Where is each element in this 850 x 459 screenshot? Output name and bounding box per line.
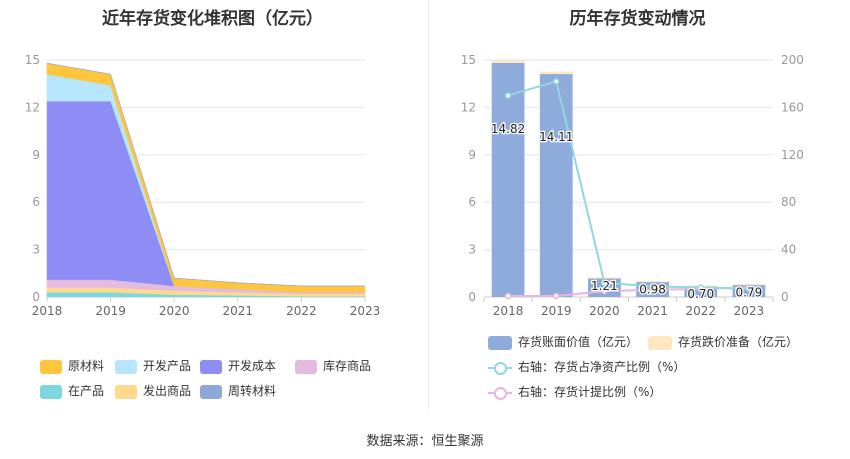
inventory-ratio-point [553, 78, 560, 85]
right-chart-title: 历年存货变动情况 [569, 9, 706, 29]
y-tick-label: 6 [32, 195, 40, 209]
legend-item[interactable]: 开发成本 [200, 358, 276, 374]
area-开发成本 [46, 100, 365, 293]
legend-item[interactable]: 库存商品 [295, 358, 371, 374]
legend-item[interactable]: 在产品 [40, 383, 104, 399]
bar-value-label: 14.11 [539, 130, 573, 144]
bar-value-label: 14.82 [491, 122, 525, 136]
legend-label: 右轴：存货计提比例（%） [518, 385, 662, 399]
bar-reserve [491, 60, 525, 63]
legend-label: 右轴：存货占净资产比例（%） [518, 360, 686, 374]
inventory-ratio-point [601, 279, 608, 287]
legend-swatch [200, 384, 222, 399]
y-tick-label: 15 [461, 53, 476, 67]
x-tick-label: 2022 [286, 304, 317, 318]
bar-reserve [588, 277, 621, 279]
y-tick-label: 3 [32, 243, 40, 257]
legend-swatch [488, 361, 512, 375]
legend-label: 周转材料 [228, 384, 277, 398]
legend-item[interactable]: 发出商品 [115, 383, 191, 399]
bar-reserve [636, 281, 669, 283]
legend-label: 在产品 [68, 384, 105, 398]
provision-ratio-point [601, 287, 608, 295]
y2-tick-label: 120 [781, 148, 804, 162]
legend-swatch [40, 359, 62, 374]
left-chart-title: 近年存货变化堆积图（亿元） [102, 9, 323, 29]
legend-swatch [488, 335, 512, 350]
legend-item[interactable]: 右轴：存货占净资产比例（%） [488, 359, 685, 375]
x-tick-label: 2020 [589, 304, 620, 318]
legend-item[interactable]: 右轴：存货计提比例（%） [488, 384, 661, 400]
legend-swatch [115, 359, 137, 374]
provision-ratio-point [553, 292, 560, 300]
legend-label: 发出商品 [143, 384, 192, 398]
inventory-ratio-point [745, 285, 753, 292]
y2-tick-label: 160 [781, 100, 804, 114]
y2-tick-label: 0 [781, 290, 789, 304]
legend-label: 开发产品 [143, 359, 192, 373]
x-tick-label: 2023 [734, 304, 765, 318]
inventory-ratio-point [649, 283, 656, 290]
x-tick-label: 2019 [541, 304, 572, 318]
legend-swatch [295, 359, 317, 374]
y-tick-label: 6 [468, 195, 476, 209]
legend-swatch [488, 386, 512, 400]
x-tick-label: 2023 [350, 304, 381, 318]
inventory-ratio-line [507, 80, 749, 290]
legend-label: 存货账面价值（亿元） [518, 335, 639, 349]
bar-book-value [539, 74, 573, 297]
bar-reserve [539, 71, 573, 75]
y-tick-label: 9 [32, 148, 40, 162]
legend-label: 库存商品 [323, 359, 372, 373]
inventory-ratio-point [504, 92, 512, 99]
y-tick-label: 12 [25, 100, 40, 114]
y2-tick-label: 80 [781, 195, 796, 209]
legend-label: 开发成本 [228, 359, 277, 373]
legend-swatch [200, 359, 222, 374]
legend-item[interactable]: 周转材料 [200, 383, 276, 399]
y-tick-label: 0 [468, 290, 476, 304]
x-tick-label: 2018 [32, 304, 63, 318]
x-tick-label: 2021 [223, 304, 254, 318]
panel-divider [428, 0, 429, 410]
legend-swatch [115, 384, 137, 399]
x-tick-label: 2022 [685, 304, 716, 318]
legend-label: 存货跌价准备（亿元） [678, 335, 799, 349]
provision-ratio-point [504, 292, 512, 300]
y-tick-label: 15 [25, 53, 40, 67]
legend-swatch [40, 384, 62, 399]
y2-tick-label: 200 [781, 53, 804, 67]
x-tick-label: 2018 [493, 304, 524, 318]
data-source: 数据来源：恒生聚源 [366, 434, 484, 449]
area-周转材料 [46, 62, 365, 287]
bar-value-label: 1.21 [591, 279, 618, 293]
inventory-ratio-point [697, 284, 704, 291]
stacked-area-chart: 0 3 6 9 12 15 2018 2019 2020 2021 2022 2023 [25, 53, 381, 318]
y-tick-label: 12 [461, 100, 476, 114]
inventory-bar-line-chart: 0 3 6 9 12 15 0 40 80 120 160 200 2018 2019 2020 2021 20… [461, 53, 804, 318]
x-tick-label: 2021 [637, 304, 668, 318]
bar-value-label: 0.79 [736, 286, 763, 300]
legend-label: 原材料 [68, 359, 105, 373]
bar-book-value [491, 62, 525, 298]
x-tick-label: 2020 [159, 304, 190, 318]
bar-value-label: 0.98 [639, 283, 666, 297]
x-tick-label: 2019 [95, 304, 126, 318]
legend-item[interactable]: 原材料 [40, 358, 104, 374]
legend-item[interactable]: 存货账面价值（亿元） [488, 334, 638, 350]
legend-item[interactable]: 开发产品 [115, 358, 191, 374]
y2-tick-label: 40 [781, 243, 796, 257]
y-tick-label: 3 [468, 243, 476, 257]
legend-swatch [648, 335, 672, 350]
y-tick-label: 9 [468, 148, 476, 162]
legend-item[interactable]: 存货跌价准备（亿元） [648, 334, 798, 350]
bar-value-label: 0.70 [687, 287, 714, 301]
y-tick-label: 0 [32, 290, 40, 304]
